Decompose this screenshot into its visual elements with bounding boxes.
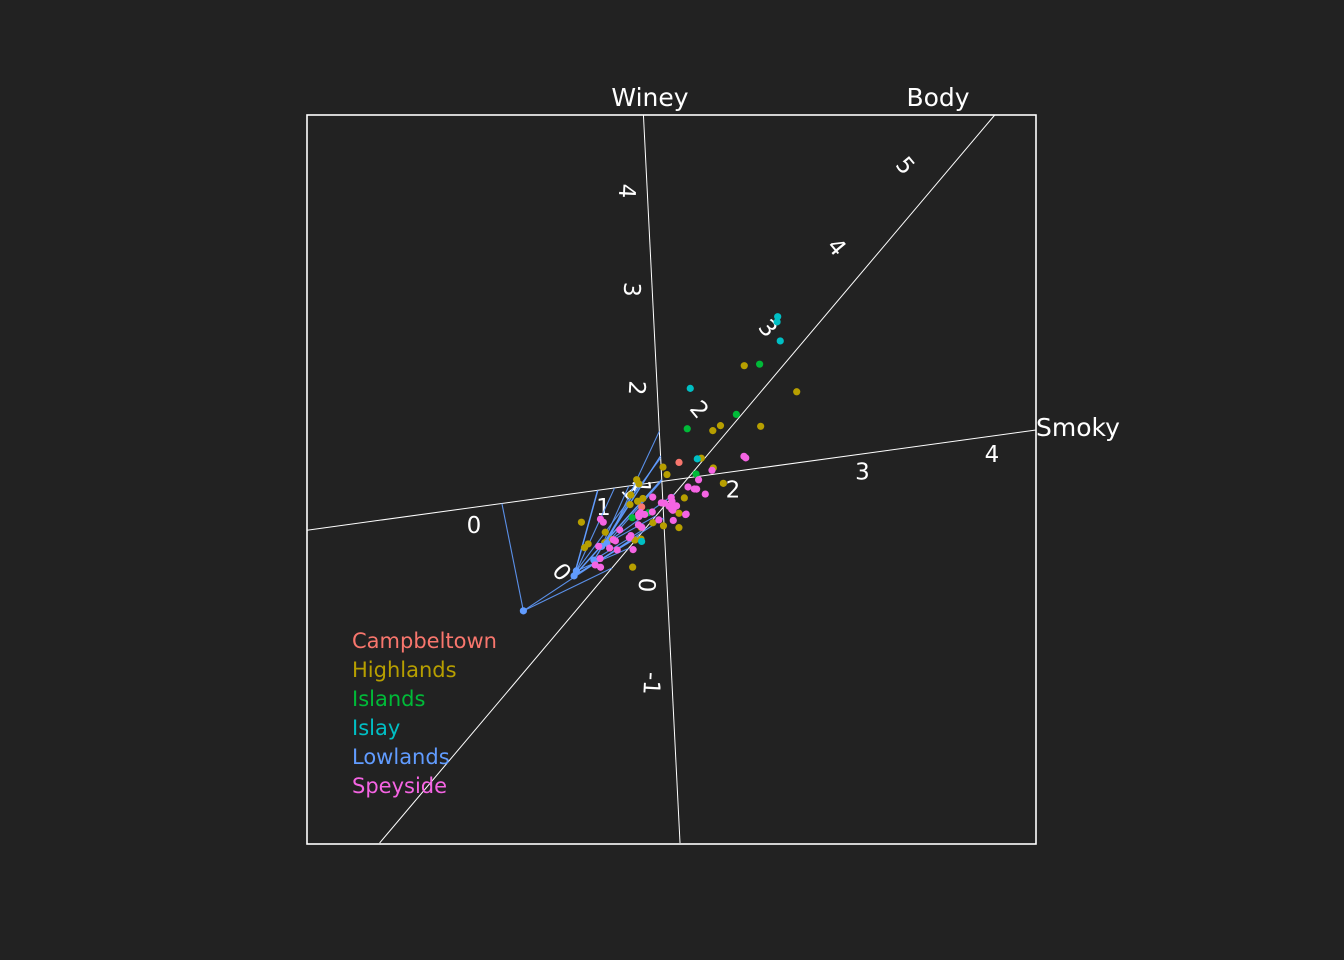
tick-label-smoky: 4 [985, 442, 1000, 468]
lowlands-segment [601, 485, 630, 547]
point-highlands [639, 494, 647, 503]
point-speyside [742, 454, 750, 462]
axis-line-smoky [306, 429, 1037, 531]
point-islay [686, 384, 694, 392]
point-highlands [716, 422, 725, 430]
point-campbeltown [638, 503, 646, 511]
profile-segment-smoky [573, 490, 599, 577]
point-islands [732, 410, 740, 418]
axis-title-smoky: Smoky [1036, 413, 1120, 442]
tick-label-smoky: 0 [467, 513, 482, 539]
axes-layer: Winey-101234Body012345Smoky01234 [306, 83, 1120, 844]
points-layer [519, 313, 801, 615]
legend-item-speyside: Speyside [352, 774, 447, 798]
point-speyside [611, 537, 619, 545]
point-highlands [663, 470, 671, 479]
tick-label-smoky: 1 [596, 495, 611, 521]
point-islands [628, 514, 636, 522]
point-highlands [649, 519, 657, 527]
point-islands [692, 470, 700, 478]
point-highlands [633, 476, 641, 484]
point-highlands [584, 540, 592, 548]
plot-frame [306, 114, 1037, 845]
point-highlands [626, 501, 634, 509]
lowlands-segment [575, 487, 616, 572]
point-campbeltown [675, 458, 683, 466]
point-highlands [633, 497, 642, 505]
point-speyside [599, 518, 607, 526]
point-islands [683, 425, 691, 433]
tick-label-smoky: 2 [726, 477, 741, 503]
point-highlands [740, 362, 748, 370]
point-lowlands [519, 607, 527, 615]
lowlands-segment [523, 567, 613, 612]
point-speyside [690, 485, 698, 493]
axis-title-body: Body [906, 83, 969, 112]
point-highlands [793, 388, 801, 396]
point-islands [756, 360, 764, 368]
lowlands-segment [501, 503, 524, 611]
point-speyside [684, 483, 692, 491]
point-speyside [634, 521, 643, 529]
point-speyside [606, 544, 614, 552]
axis-line-winey [642, 114, 681, 844]
legend: Campbeltown Highlands Islands Islay Lowlands… [352, 629, 497, 798]
point-highlands [659, 522, 668, 530]
tick-label-winey: 0 [633, 577, 660, 593]
legend-item-campbeltown: Campbeltown [352, 629, 497, 653]
point-speyside [596, 563, 605, 571]
point-islay [774, 313, 782, 321]
lowlands-segment [593, 527, 646, 561]
point-speyside [655, 516, 663, 524]
lowlands-profile-layer [501, 431, 675, 612]
point-highlands [675, 524, 683, 532]
tick-label-winey: 4 [613, 183, 640, 199]
axis-title-winey: Winey [611, 83, 688, 112]
point-islay [638, 537, 646, 546]
point-speyside [629, 546, 637, 554]
point-speyside [648, 508, 656, 516]
point-speyside [649, 493, 657, 501]
point-highlands [629, 563, 637, 571]
point-speyside [708, 466, 716, 474]
point-highlands [601, 528, 609, 536]
point-lowlands [572, 567, 580, 575]
point-speyside [669, 506, 677, 514]
tick-label-winey: -1 [637, 671, 664, 695]
legend-item-lowlands: Lowlands [352, 745, 450, 769]
point-speyside [613, 546, 621, 554]
point-highlands [757, 422, 765, 430]
point-speyside [641, 510, 649, 519]
point-speyside [667, 493, 675, 502]
point-speyside [634, 510, 643, 519]
point-speyside [660, 499, 668, 507]
lowlands-segment [575, 457, 662, 572]
point-highlands [680, 494, 688, 502]
point-islay [693, 455, 701, 463]
tick-label-winey: 3 [618, 281, 645, 297]
point-speyside [616, 526, 624, 534]
point-speyside [595, 542, 603, 550]
axis-line-body [379, 114, 996, 844]
point-highlands [709, 427, 717, 435]
legend-item-islay: Islay [352, 716, 400, 740]
tick-label-smoky: 3 [855, 460, 870, 486]
point-highlands [659, 463, 667, 471]
point-speyside [596, 554, 604, 563]
point-islay [776, 337, 784, 345]
point-speyside [627, 531, 635, 540]
lowlands-segment [606, 481, 662, 544]
point-highlands [675, 509, 683, 517]
point-speyside [682, 510, 690, 518]
point-highlands [577, 518, 586, 526]
legend-item-islands: Islands [352, 687, 425, 711]
point-speyside [701, 490, 709, 498]
point-highlands [627, 491, 635, 499]
legend-item-highlands: Highlands [352, 658, 457, 682]
point-speyside [694, 476, 703, 484]
tick-label-winey: 2 [623, 380, 650, 396]
point-highlands [719, 479, 727, 487]
point-speyside [669, 516, 677, 525]
